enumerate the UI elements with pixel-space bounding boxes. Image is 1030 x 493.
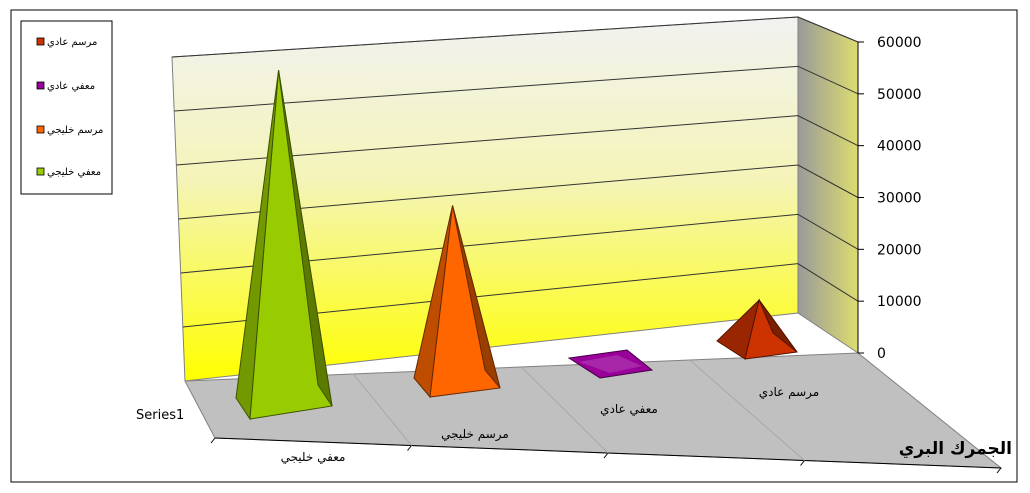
pyramid-base-highlight xyxy=(579,355,642,373)
x-tick-mark xyxy=(800,460,805,466)
y-tick-label: 60000 xyxy=(877,35,922,51)
legend-swatch xyxy=(36,125,45,134)
side-wall xyxy=(797,16,859,354)
legend-swatch xyxy=(36,37,45,46)
y-tick-label: 10000 xyxy=(877,294,922,310)
x-tick-label: مرسم عادي xyxy=(759,385,819,400)
floor-divider xyxy=(689,359,805,461)
gridline xyxy=(176,115,859,166)
y-tick-label: 0 xyxy=(877,346,886,362)
y-tick-label: 20000 xyxy=(877,242,922,258)
legend-label: مرسم خليجي xyxy=(47,125,103,136)
gridline xyxy=(180,213,859,274)
pyramid-right-face xyxy=(452,205,501,389)
legend-label: معفي خليجي xyxy=(47,167,101,178)
legend-label: معفي عادي xyxy=(47,81,95,92)
x-tick-label: معفي خليجي xyxy=(281,450,346,464)
y-axis: 0 10000 20000 30000 40000 50000 60000 xyxy=(857,35,922,362)
gridline xyxy=(174,65,859,112)
gridline xyxy=(182,263,859,328)
gridlines xyxy=(171,16,859,328)
pyramid-bar xyxy=(567,349,654,379)
x-tick-mark xyxy=(996,467,1002,474)
x-axis: معفي خليجي مرسم خليجي معفي عادي مرسم عادي xyxy=(210,359,1002,474)
x-tick-mark xyxy=(407,445,412,451)
x-tick-label: معفي عادي xyxy=(600,402,658,416)
floor-divider xyxy=(521,366,609,454)
legend-box xyxy=(20,20,113,195)
floor-divider xyxy=(352,373,412,446)
y-tick-label: 50000 xyxy=(877,87,922,103)
pyramids xyxy=(235,70,798,421)
chart-title: الجمرك البري xyxy=(899,439,1012,459)
legend: مرسم عادي معفي عادي مرسم خليجي معفي خليجي xyxy=(20,20,113,195)
series-label: Series1 xyxy=(136,408,184,423)
x-tick-label: مرسم خليجي xyxy=(441,427,509,442)
pyramid-bar xyxy=(413,205,501,399)
gridline xyxy=(171,16,859,58)
pyramid-bar xyxy=(716,298,798,360)
legend-swatch xyxy=(36,167,45,176)
gridline xyxy=(178,164,859,220)
pyramid-right-face xyxy=(278,70,333,407)
x-tick-mark xyxy=(210,437,216,444)
y-tick-label: 30000 xyxy=(877,191,922,207)
legend-swatch xyxy=(36,81,45,90)
pyramid-right-face xyxy=(758,299,798,353)
y-tick-label: 40000 xyxy=(877,139,922,155)
pyramid-bar xyxy=(235,70,333,421)
x-tick-mark xyxy=(603,452,609,459)
legend-label: مرسم عادي xyxy=(47,37,97,48)
